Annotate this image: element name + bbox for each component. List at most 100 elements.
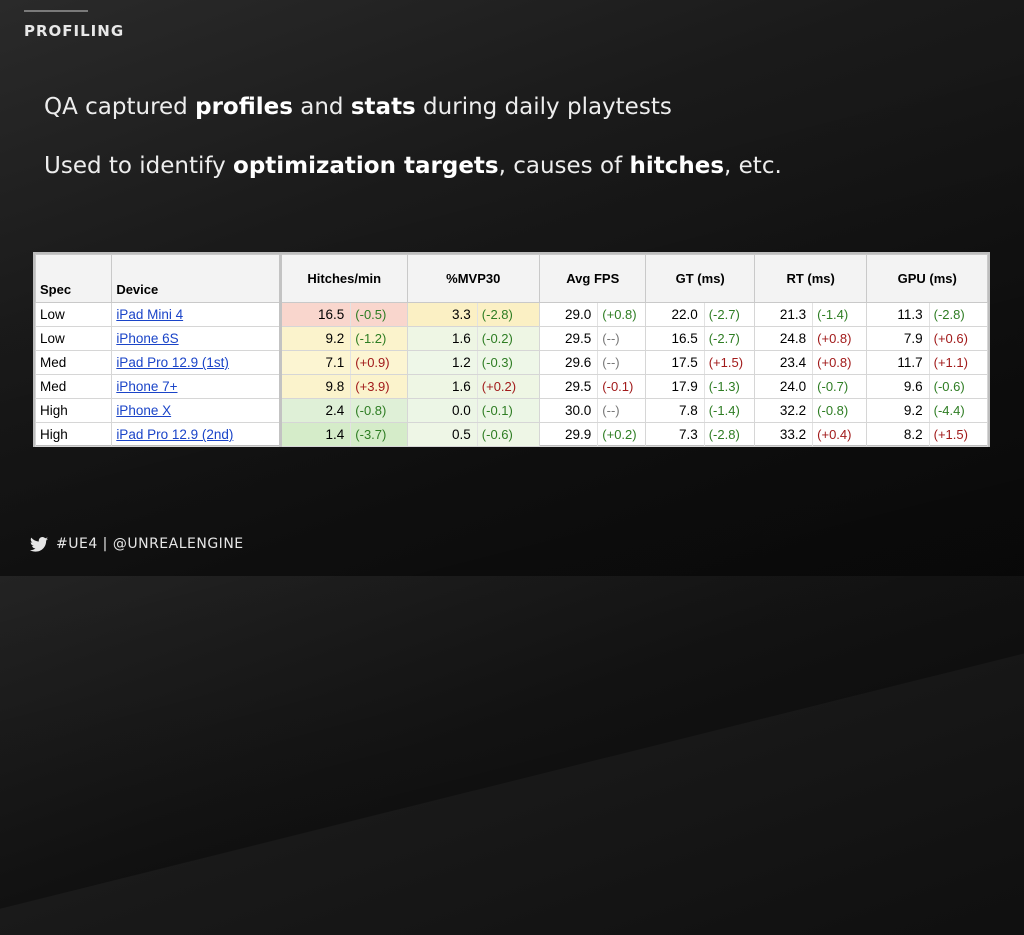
gt-delta: (-2.7)	[703, 302, 755, 327]
table-row: High iPad Pro 12.9 (2nd) 1.4 (-3.7) 0.5 (-0.6…	[34, 422, 989, 447]
avg-fps-delta: (+0.8)	[597, 302, 647, 327]
gt-value: 17.5	[645, 350, 705, 375]
avg-fps-value: 29.0	[539, 302, 598, 327]
hitches-value: 16.5	[279, 302, 351, 327]
mvp30-delta: (+0.2)	[476, 374, 541, 399]
spec-cell: Low	[34, 326, 113, 351]
mvp30-value: 1.2	[406, 350, 478, 375]
rt-delta: (-1.4)	[812, 302, 868, 327]
header-spec: Spec	[34, 254, 113, 303]
gt-delta: (-2.8)	[703, 422, 755, 447]
rt-delta: (-0.7)	[812, 374, 868, 399]
avg-fps-value: 29.5	[539, 374, 598, 399]
avg-fps-value: 29.6	[539, 350, 598, 375]
rt-value: 24.0	[753, 374, 813, 399]
avg-fps-delta: (--)	[597, 398, 647, 423]
gt-delta: (-2.7)	[703, 326, 755, 351]
hitches-value: 9.2	[279, 326, 351, 351]
gt-value: 17.9	[645, 374, 705, 399]
mvp30-value: 0.5	[406, 422, 478, 447]
gt-delta: (-1.3)	[703, 374, 755, 399]
footer-hashtag-handle: #UE4 | @UNREALENGINE	[56, 536, 244, 552]
hitches-delta: (+3.9)	[350, 374, 408, 399]
line1-bold-2: stats	[350, 94, 416, 120]
table-row: Med iPhone 7+ 9.8 (+3.9) 1.6 (+0.2) 29.5 (-0.1)…	[34, 374, 989, 399]
line1-bold-1: profiles	[195, 94, 293, 120]
mvp30-delta: (-0.6)	[476, 422, 541, 447]
gt-value: 7.8	[645, 398, 705, 423]
profiling-table: Spec Device Hitches/min %MVP30 Avg FPS G…	[34, 254, 989, 447]
device-link[interactable]: iPhone 7+	[116, 379, 178, 394]
device-cell: iPhone X	[111, 398, 282, 423]
device-link[interactable]: iPhone 6S	[116, 331, 179, 346]
line1-text-1: QA captured	[44, 94, 196, 120]
device-link[interactable]: iPad Pro 12.9 (2nd)	[116, 427, 234, 442]
avg-fps-delta: (+0.2)	[597, 422, 647, 447]
hitches-delta: (-0.5)	[350, 302, 408, 327]
bullet-line-2: Used to identify optimization targets, c…	[44, 153, 782, 179]
avg-fps-value: 30.0	[539, 398, 598, 423]
gpu-value: 11.7	[866, 350, 930, 375]
gt-value: 7.3	[645, 422, 705, 447]
mvp30-delta: (-0.1)	[476, 398, 541, 423]
header-avg-fps: Avg FPS	[539, 254, 647, 303]
device-link[interactable]: iPad Mini 4	[116, 307, 184, 322]
gpu-value: 7.9	[866, 326, 930, 351]
line1-text-2: and	[292, 94, 351, 120]
bullet-line-1: QA captured profiles and stats during da…	[44, 94, 672, 120]
gpu-delta: (+1.1)	[928, 350, 989, 375]
hitches-value: 1.4	[279, 422, 351, 447]
hitches-delta: (-0.8)	[350, 398, 408, 423]
mvp30-value: 1.6	[406, 326, 478, 351]
line2-bold-1: optimization targets	[233, 153, 499, 179]
hitches-value: 2.4	[279, 398, 351, 423]
table-row: Med iPad Pro 12.9 (1st) 7.1 (+0.9) 1.2 (-0.3)…	[34, 350, 989, 375]
gpu-delta: (-4.4)	[928, 398, 989, 423]
header-gpu: GPU (ms)	[866, 254, 988, 303]
profiling-table-container: Spec Device Hitches/min %MVP30 Avg FPS G…	[33, 252, 990, 447]
device-link[interactable]: iPhone X	[116, 403, 172, 418]
device-link[interactable]: iPad Pro 12.9 (1st)	[116, 355, 229, 370]
spec-cell: Med	[34, 350, 113, 375]
gt-delta: (-1.4)	[703, 398, 755, 423]
section-title: PROFILING	[24, 22, 125, 40]
section-rule	[24, 10, 88, 12]
mvp30-delta: (-0.3)	[476, 350, 541, 375]
gpu-value: 11.3	[866, 302, 930, 327]
avg-fps-delta: (--)	[597, 350, 647, 375]
avg-fps-delta: (--)	[597, 326, 647, 351]
device-cell: iPad Mini 4	[111, 302, 282, 327]
hitches-delta: (+0.9)	[350, 350, 408, 375]
line2-text-3: , etc.	[724, 153, 782, 179]
gpu-delta: (-0.6)	[928, 374, 989, 399]
device-cell: iPhone 6S	[111, 326, 282, 351]
avg-fps-delta: (-0.1)	[597, 374, 647, 399]
rt-delta: (+0.4)	[812, 422, 868, 447]
mvp30-delta: (-0.2)	[476, 326, 541, 351]
hitches-delta: (-3.7)	[350, 422, 408, 447]
device-cell: iPad Pro 12.9 (2nd)	[111, 422, 282, 447]
header-device: Device	[111, 254, 282, 303]
mvp30-delta: (-2.8)	[476, 302, 541, 327]
gpu-value: 8.2	[866, 422, 930, 447]
device-cell: iPad Pro 12.9 (1st)	[111, 350, 282, 375]
spec-cell: Med	[34, 374, 113, 399]
hitches-delta: (-1.2)	[350, 326, 408, 351]
rt-value: 24.8	[753, 326, 813, 351]
header-rt: RT (ms)	[753, 254, 868, 303]
gpu-value: 9.6	[866, 374, 930, 399]
mvp30-value: 1.6	[406, 374, 478, 399]
footer: #UE4 | @UNREALENGINE	[30, 536, 244, 552]
gt-delta: (+1.5)	[703, 350, 755, 375]
gt-value: 22.0	[645, 302, 705, 327]
device-cell: iPhone 7+	[111, 374, 282, 399]
table-row: Low iPhone 6S 9.2 (-1.2) 1.6 (-0.2) 29.5 (--) 16…	[34, 326, 989, 351]
mvp30-value: 3.3	[406, 302, 478, 327]
rt-value: 23.4	[753, 350, 813, 375]
header-gt: GT (ms)	[645, 254, 755, 303]
avg-fps-value: 29.5	[539, 326, 598, 351]
gpu-delta: (-2.8)	[928, 302, 989, 327]
gt-value: 16.5	[645, 326, 705, 351]
rt-value: 21.3	[753, 302, 813, 327]
